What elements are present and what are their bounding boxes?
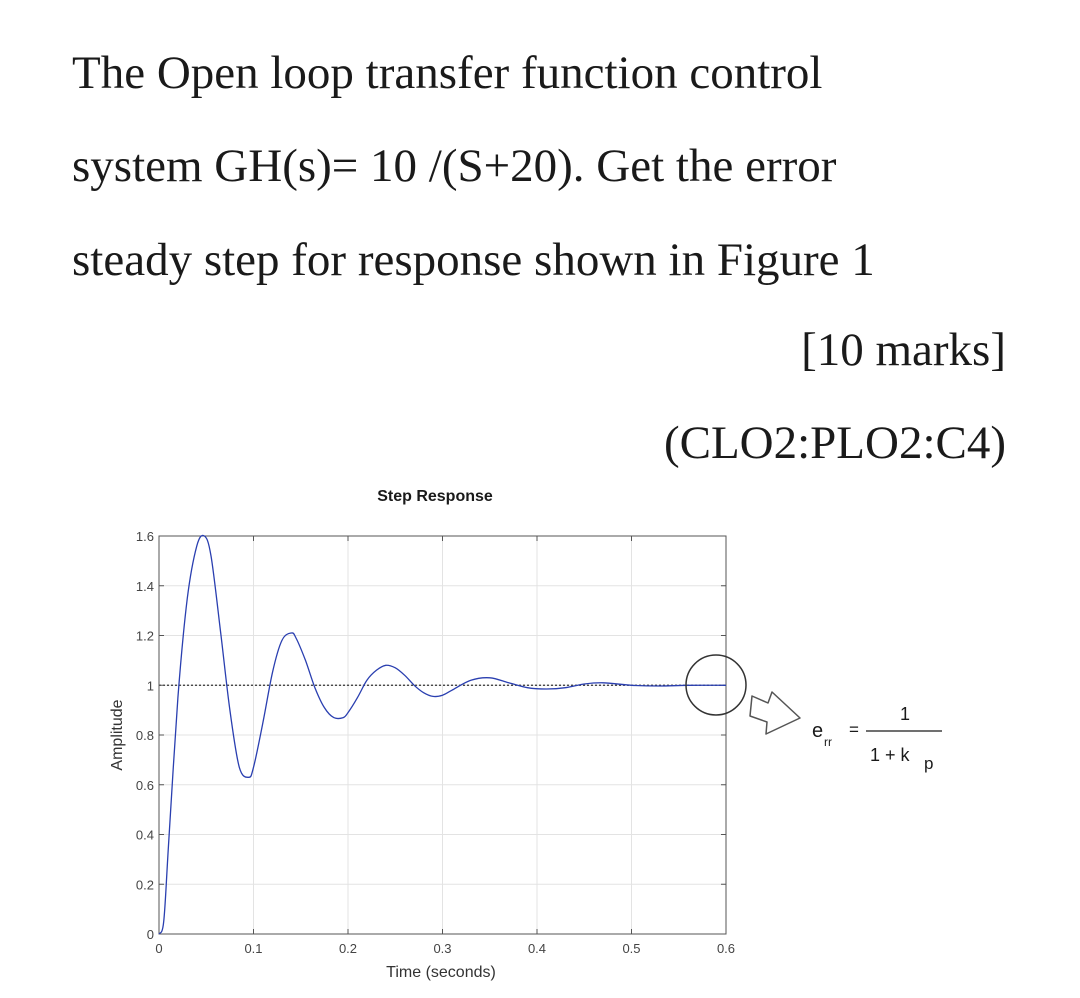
y-tick-label: 0.6	[136, 778, 154, 793]
question-line-2: system GH(s)= 10 /(S+20). Get the error	[72, 140, 837, 192]
y-tick-label: 0	[147, 927, 154, 942]
x-axis-label: Time (seconds)	[386, 964, 496, 981]
question-line-3: steady step for response shown in Figure…	[72, 234, 875, 286]
clo-label: (CLO2:PLO2:C4)	[663, 417, 1006, 469]
x-tick-label: 0.2	[339, 941, 357, 956]
chart-title: Step Response	[377, 488, 493, 505]
y-tick-label: 0.2	[136, 877, 154, 892]
y-tick-label: 1.2	[136, 629, 154, 644]
formula-denominator-subscript: p	[924, 754, 933, 773]
chart-grid	[158, 535, 727, 935]
y-tick-label: 0.8	[136, 728, 154, 743]
x-tick-label: 0	[155, 941, 162, 956]
x-tick-label: 0.1	[244, 941, 262, 956]
arrow-icon	[749, 691, 801, 735]
x-tick-label: 0.6	[717, 941, 735, 956]
axis-ticks: 0 0.1 0.2 0.3 0.4 0.5 0.6 0 0.2 0.4 0.6 0.8 1 1.2 1.4 1…	[136, 529, 735, 956]
x-tick-label: 0.5	[622, 941, 640, 956]
formula-lhs: e	[812, 720, 823, 742]
formula-lhs-subscript: rr	[824, 735, 832, 749]
formula-denominator: 1 + k	[870, 745, 911, 765]
formula-equals: =	[849, 720, 859, 739]
step-response-figure: 0 0.1 0.2 0.3 0.4 0.5 0.6 0 0.2 0.4 0.6 0.8 1 1.2 1.4 1…	[109, 488, 942, 981]
y-tick-label: 1.6	[136, 529, 154, 544]
y-axis-label: Amplitude	[109, 699, 126, 770]
x-tick-label: 0.4	[528, 941, 546, 956]
y-tick-label: 0.4	[136, 828, 154, 843]
steady-state-circle	[685, 654, 747, 716]
y-tick-label: 1	[147, 678, 154, 693]
question-line-1: The Open loop transfer function control	[72, 47, 823, 99]
marks-label: [10 marks]	[801, 324, 1006, 376]
series-line	[158, 534, 727, 935]
error-formula: e rr = 1 1 + k p	[812, 704, 942, 773]
formula-numerator: 1	[900, 704, 910, 724]
x-tick-label: 0.3	[433, 941, 451, 956]
y-tick-label: 1.4	[136, 579, 154, 594]
